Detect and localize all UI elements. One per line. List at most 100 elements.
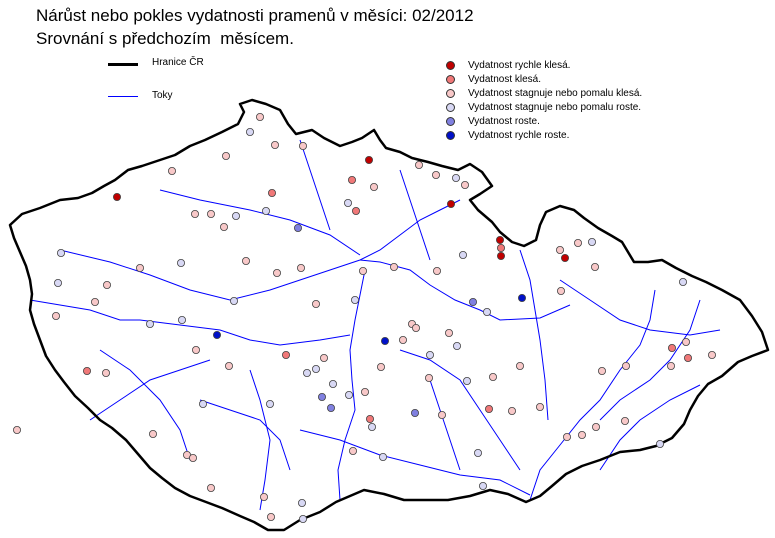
spring-point-s [484,404,493,413]
spring-point-p [574,238,583,247]
spring-point-r [495,235,504,244]
spring-point-l [462,376,471,385]
spring-point-p [319,353,328,362]
spring-point-p [516,361,525,370]
legend-dot-icon [446,88,455,98]
spring-point-b [212,330,221,339]
spring-point-s [83,366,92,375]
spring-point-r [496,251,505,260]
river [29,299,140,321]
spring-point-p [578,430,587,439]
spring-point-p [557,286,566,295]
spring-point-p [259,492,268,501]
river [199,399,291,471]
spring-point-l [54,278,63,287]
legend-dot-icon [446,130,455,140]
river [519,249,549,421]
spring-point-l [473,448,482,457]
spring-point-l [344,390,353,399]
spring-point-p [411,323,420,332]
spring-point-l [177,315,186,324]
legend-item-l: Vydatnost stagnuje nebo pomalu roste. [446,100,641,114]
map-subtitle: Srovnání s předchozím měsícem. [36,29,294,48]
river [399,349,521,471]
spring-point-l [231,211,240,220]
spring-point-r [561,253,570,262]
spring-point-p [102,368,111,377]
spring-point-p [592,422,601,431]
spring-point-p [188,453,197,462]
spring-point-p [507,406,516,415]
river [89,359,211,421]
spring-point-p [135,263,144,272]
spring-point-l [261,206,270,215]
spring-point-b [380,336,389,345]
spring-point-m [317,392,326,401]
spring-point-l [452,341,461,350]
legend-item-b: Vydatnost rychle roste. [446,128,569,142]
spring-point-p [12,425,21,434]
legend-dot-icon [446,60,455,70]
river [99,349,191,461]
spring-point-s [281,350,290,359]
river [599,299,701,421]
spring-point-m [410,408,419,417]
spring-point-p [398,335,407,344]
spring-point-p [622,361,631,370]
spring-point-l [302,368,311,377]
legend-dot-icon [446,74,455,84]
spring-point-s [365,414,374,423]
spring-point-p [376,362,385,371]
spring-point-p [272,268,281,277]
legend-label: Vydatnost stagnuje nebo pomalu roste. [468,101,642,113]
river [159,189,361,256]
spring-point-l [297,498,306,507]
legend-label: Vydatnost rychle klesá. [468,59,571,71]
spring-point-p [348,446,357,455]
legend-label: Vydatnost roste. [468,115,540,127]
spring-point-p [682,337,691,346]
river [249,369,271,511]
spring-point-l [679,277,688,286]
spring-point-l [265,399,274,408]
spring-point-p [241,256,250,265]
spring-point-s [684,353,693,362]
spring-point-p [167,166,176,175]
spring-point-p [444,328,453,337]
river [429,379,461,471]
river [299,429,531,496]
spring-point-p [221,151,230,160]
spring-point-p [432,266,441,275]
spring-point-p [708,350,717,359]
spring-point-s [351,206,360,215]
spring-point-l [343,198,352,207]
spring-point-l [229,296,238,305]
legend-item-s: Vydatnost klesá. [446,72,541,86]
spring-point-p [266,513,275,522]
spring-point-p [437,410,446,419]
legend-item-p: Vydatnost stagnuje nebo pomalu klesá. [446,86,642,100]
river [139,319,351,346]
legend-dot-icon [446,102,455,112]
spring-point-p [563,432,572,441]
spring-point-l [298,515,307,524]
legend-river-label: Toky [152,90,173,101]
spring-point-p [311,299,320,308]
map-title: Nárůst nebo pokles vydatnosti pramenů v … [36,6,474,25]
spring-point-p [424,373,433,382]
spring-point-l [458,250,467,259]
river [599,384,701,471]
spring-point-l [350,295,359,304]
legend-border-line [108,63,138,66]
spring-point-p [431,170,440,179]
spring-point-l [311,364,320,373]
spring-point-p [103,280,112,289]
river [337,269,366,501]
spring-point-p [224,361,233,370]
legend-item-m: Vydatnost roste. [446,114,540,128]
spring-point-p [190,209,199,218]
spring-point-l [245,127,254,136]
spring-point-p [360,387,369,396]
